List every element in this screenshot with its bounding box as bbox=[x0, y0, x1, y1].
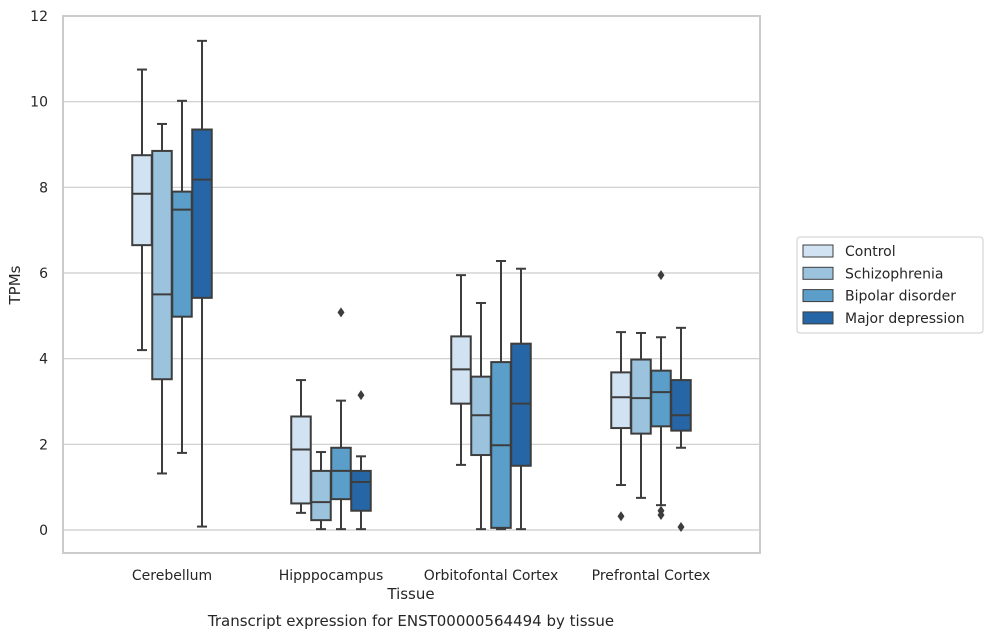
y-tick-labels: 0 2 4 6 8 10 12 bbox=[30, 9, 48, 539]
iqr-box bbox=[350, 469, 372, 512]
iqr-box bbox=[191, 128, 213, 299]
y-tick-label: 8 bbox=[39, 180, 48, 196]
legend-swatch bbox=[802, 266, 834, 280]
box-schizophrenia bbox=[470, 301, 492, 531]
plot-area-frame bbox=[62, 15, 761, 554]
x-tick-label: Hipppocampus bbox=[279, 568, 384, 584]
y-tick-label: 10 bbox=[30, 95, 48, 111]
outlier-point bbox=[677, 522, 685, 533]
box-control bbox=[610, 331, 632, 522]
outlier-point bbox=[337, 307, 345, 318]
iqr-box bbox=[510, 342, 532, 467]
x-axis-label: Tissue bbox=[386, 585, 434, 603]
y-axis-label: TPMs bbox=[6, 265, 24, 305]
iqr-box bbox=[650, 369, 672, 428]
legend-swatch bbox=[802, 311, 834, 325]
x-tick-label: Orbitofontal Cortex bbox=[424, 568, 559, 584]
legend: Control Schizophrenia Bipolar disorder Majo… bbox=[796, 236, 984, 334]
legend-label: Control bbox=[845, 244, 896, 260]
outlier-point bbox=[657, 270, 665, 281]
y-tick-label: 12 bbox=[30, 9, 48, 25]
box-bipolar-disorder bbox=[490, 260, 512, 531]
boxes bbox=[131, 39, 692, 533]
legend-swatch bbox=[802, 244, 834, 258]
iqr-box bbox=[290, 415, 312, 505]
box-schizophrenia bbox=[630, 331, 652, 499]
chart-caption: Transcript expression for ENST0000056449… bbox=[207, 612, 614, 630]
box-major-depression bbox=[670, 326, 692, 533]
box-control bbox=[131, 68, 153, 352]
outlier-point bbox=[617, 511, 625, 522]
x-tick-labels: Cerebellum Hipppocampus Orbitofontal Corte… bbox=[132, 568, 710, 584]
outlier-point bbox=[357, 390, 365, 401]
y-tick-label: 0 bbox=[39, 523, 48, 539]
y-tick-label: 2 bbox=[39, 437, 48, 453]
legend-swatch bbox=[802, 289, 834, 303]
x-tick-label: Prefrontal Cortex bbox=[592, 568, 711, 584]
y-tick-label: 4 bbox=[39, 352, 48, 368]
box-control bbox=[290, 379, 312, 514]
iqr-box bbox=[131, 154, 153, 247]
box-bipolar-disorder bbox=[650, 270, 672, 521]
iqr-box bbox=[151, 149, 173, 381]
x-tick-label: Cerebellum bbox=[132, 568, 212, 584]
iqr-box bbox=[310, 469, 332, 522]
legend-label: Major depression bbox=[845, 311, 965, 327]
iqr-box bbox=[670, 379, 692, 432]
box-bipolar-disorder bbox=[330, 307, 352, 531]
box-major-depression bbox=[191, 39, 213, 528]
y-tick-label: 6 bbox=[39, 266, 48, 282]
legend-frame bbox=[796, 236, 984, 334]
legend-label: Schizophrenia bbox=[845, 266, 943, 282]
box-control bbox=[450, 274, 472, 466]
box-major-depression bbox=[510, 267, 532, 531]
outlier-point bbox=[657, 510, 665, 521]
legend-label: Bipolar disorder bbox=[845, 289, 956, 305]
box-major-depression bbox=[350, 390, 372, 531]
box-schizophrenia bbox=[310, 451, 332, 531]
iqr-box bbox=[630, 358, 652, 435]
iqr-box bbox=[610, 371, 632, 430]
iqr-box bbox=[330, 446, 352, 501]
box-schizophrenia bbox=[151, 122, 173, 475]
box-bipolar-disorder bbox=[171, 99, 193, 454]
